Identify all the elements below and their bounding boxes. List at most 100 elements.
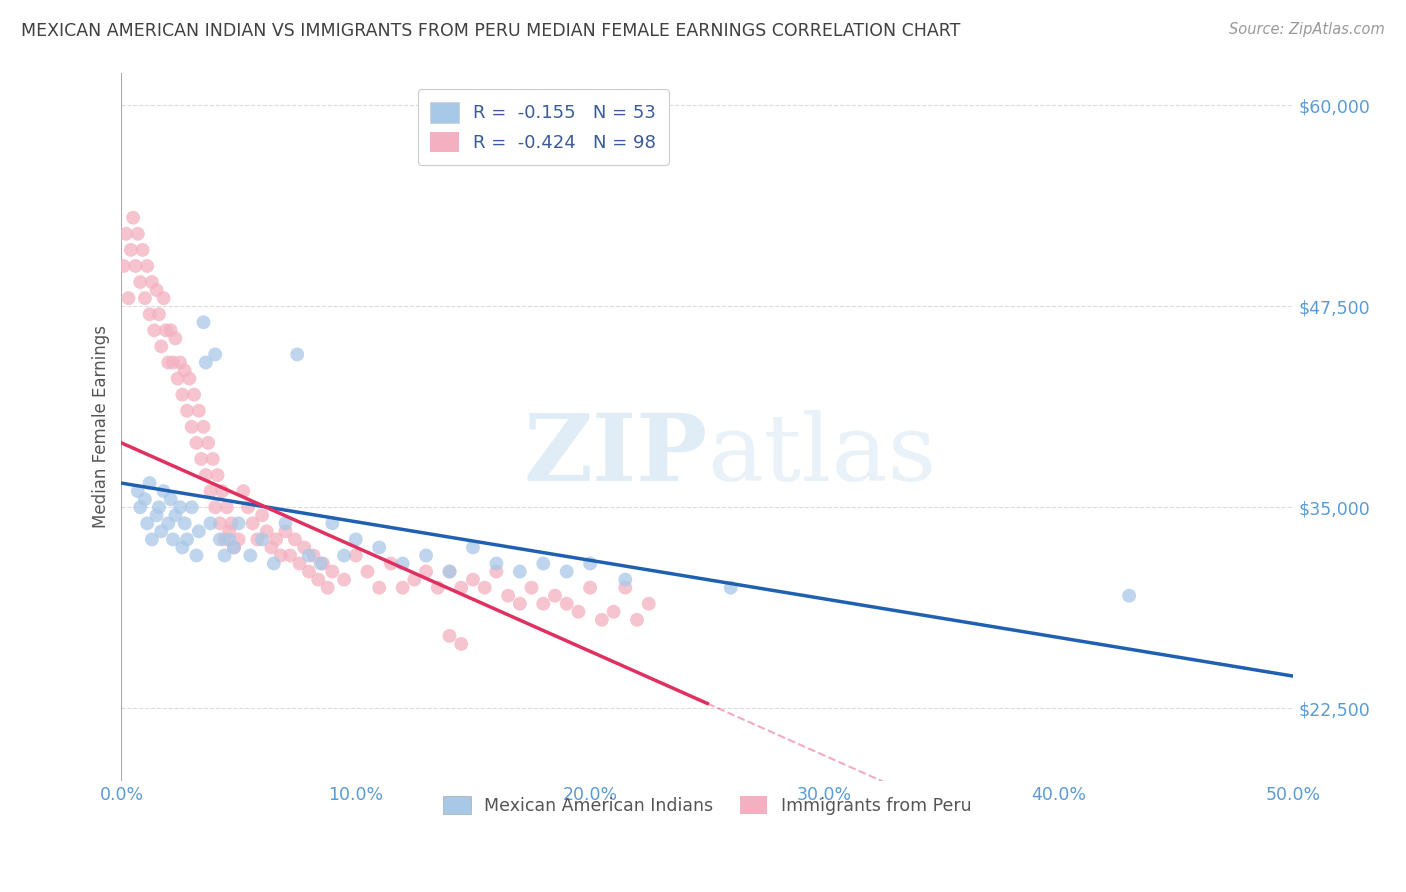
Point — [263, 557, 285, 571]
Point — [218, 533, 240, 547]
Point — [439, 565, 461, 579]
Point — [450, 637, 472, 651]
Point — [141, 275, 163, 289]
Point — [555, 597, 578, 611]
Point — [274, 524, 297, 539]
Point — [148, 307, 170, 321]
Point — [131, 243, 153, 257]
Point — [614, 581, 637, 595]
Point — [143, 323, 166, 337]
Point — [124, 259, 146, 273]
Point — [274, 516, 297, 531]
Point — [404, 573, 426, 587]
Point — [159, 323, 181, 337]
Point — [242, 516, 264, 531]
Point — [298, 549, 321, 563]
Point — [531, 597, 554, 611]
Point — [176, 533, 198, 547]
Point — [415, 565, 437, 579]
Point — [333, 549, 356, 563]
Point — [204, 347, 226, 361]
Point — [391, 557, 413, 571]
Point — [152, 291, 174, 305]
Point — [439, 565, 461, 579]
Point — [152, 484, 174, 499]
Point — [122, 211, 145, 225]
Point — [316, 581, 339, 595]
Point — [474, 581, 496, 595]
Point — [165, 331, 187, 345]
Point — [356, 565, 378, 579]
Point — [344, 533, 367, 547]
Point — [214, 549, 236, 563]
Point — [172, 541, 194, 555]
Point — [285, 347, 308, 361]
Point — [162, 533, 184, 547]
Point — [138, 476, 160, 491]
Point — [208, 533, 231, 547]
Point — [461, 541, 484, 555]
Point — [134, 492, 156, 507]
Point — [278, 549, 301, 563]
Point — [120, 243, 142, 257]
Point — [450, 581, 472, 595]
Point — [302, 549, 325, 563]
Point — [183, 387, 205, 401]
Point — [136, 259, 159, 273]
Point — [145, 283, 167, 297]
Point — [614, 573, 637, 587]
Point — [380, 557, 402, 571]
Point — [579, 557, 602, 571]
Point — [222, 541, 245, 555]
Point — [197, 436, 219, 450]
Point — [270, 549, 292, 563]
Text: ZIP: ZIP — [523, 410, 707, 500]
Point — [134, 291, 156, 305]
Point — [720, 581, 742, 595]
Point — [509, 597, 531, 611]
Point — [260, 541, 283, 555]
Point — [221, 516, 243, 531]
Point — [155, 323, 177, 337]
Point — [207, 468, 229, 483]
Point — [148, 500, 170, 515]
Point — [307, 573, 329, 587]
Point — [461, 573, 484, 587]
Point — [200, 516, 222, 531]
Point — [239, 549, 262, 563]
Point — [200, 484, 222, 499]
Point — [485, 565, 508, 579]
Point — [117, 291, 139, 305]
Point — [520, 581, 543, 595]
Point — [141, 533, 163, 547]
Point — [298, 565, 321, 579]
Point — [127, 484, 149, 499]
Point — [344, 549, 367, 563]
Point — [228, 533, 250, 547]
Point — [426, 581, 449, 595]
Point — [193, 315, 215, 329]
Point — [150, 524, 173, 539]
Point — [228, 516, 250, 531]
Point — [333, 573, 356, 587]
Point — [138, 307, 160, 321]
Point — [391, 581, 413, 595]
Point — [246, 533, 269, 547]
Point — [187, 524, 209, 539]
Point — [312, 557, 335, 571]
Point — [157, 516, 180, 531]
Point — [626, 613, 648, 627]
Point — [194, 468, 217, 483]
Point — [169, 500, 191, 515]
Point — [309, 557, 332, 571]
Point — [204, 500, 226, 515]
Point — [162, 355, 184, 369]
Point — [567, 605, 589, 619]
Point — [208, 516, 231, 531]
Point — [256, 524, 278, 539]
Point — [176, 403, 198, 417]
Point — [187, 403, 209, 417]
Point — [214, 533, 236, 547]
Point — [368, 581, 391, 595]
Point — [531, 557, 554, 571]
